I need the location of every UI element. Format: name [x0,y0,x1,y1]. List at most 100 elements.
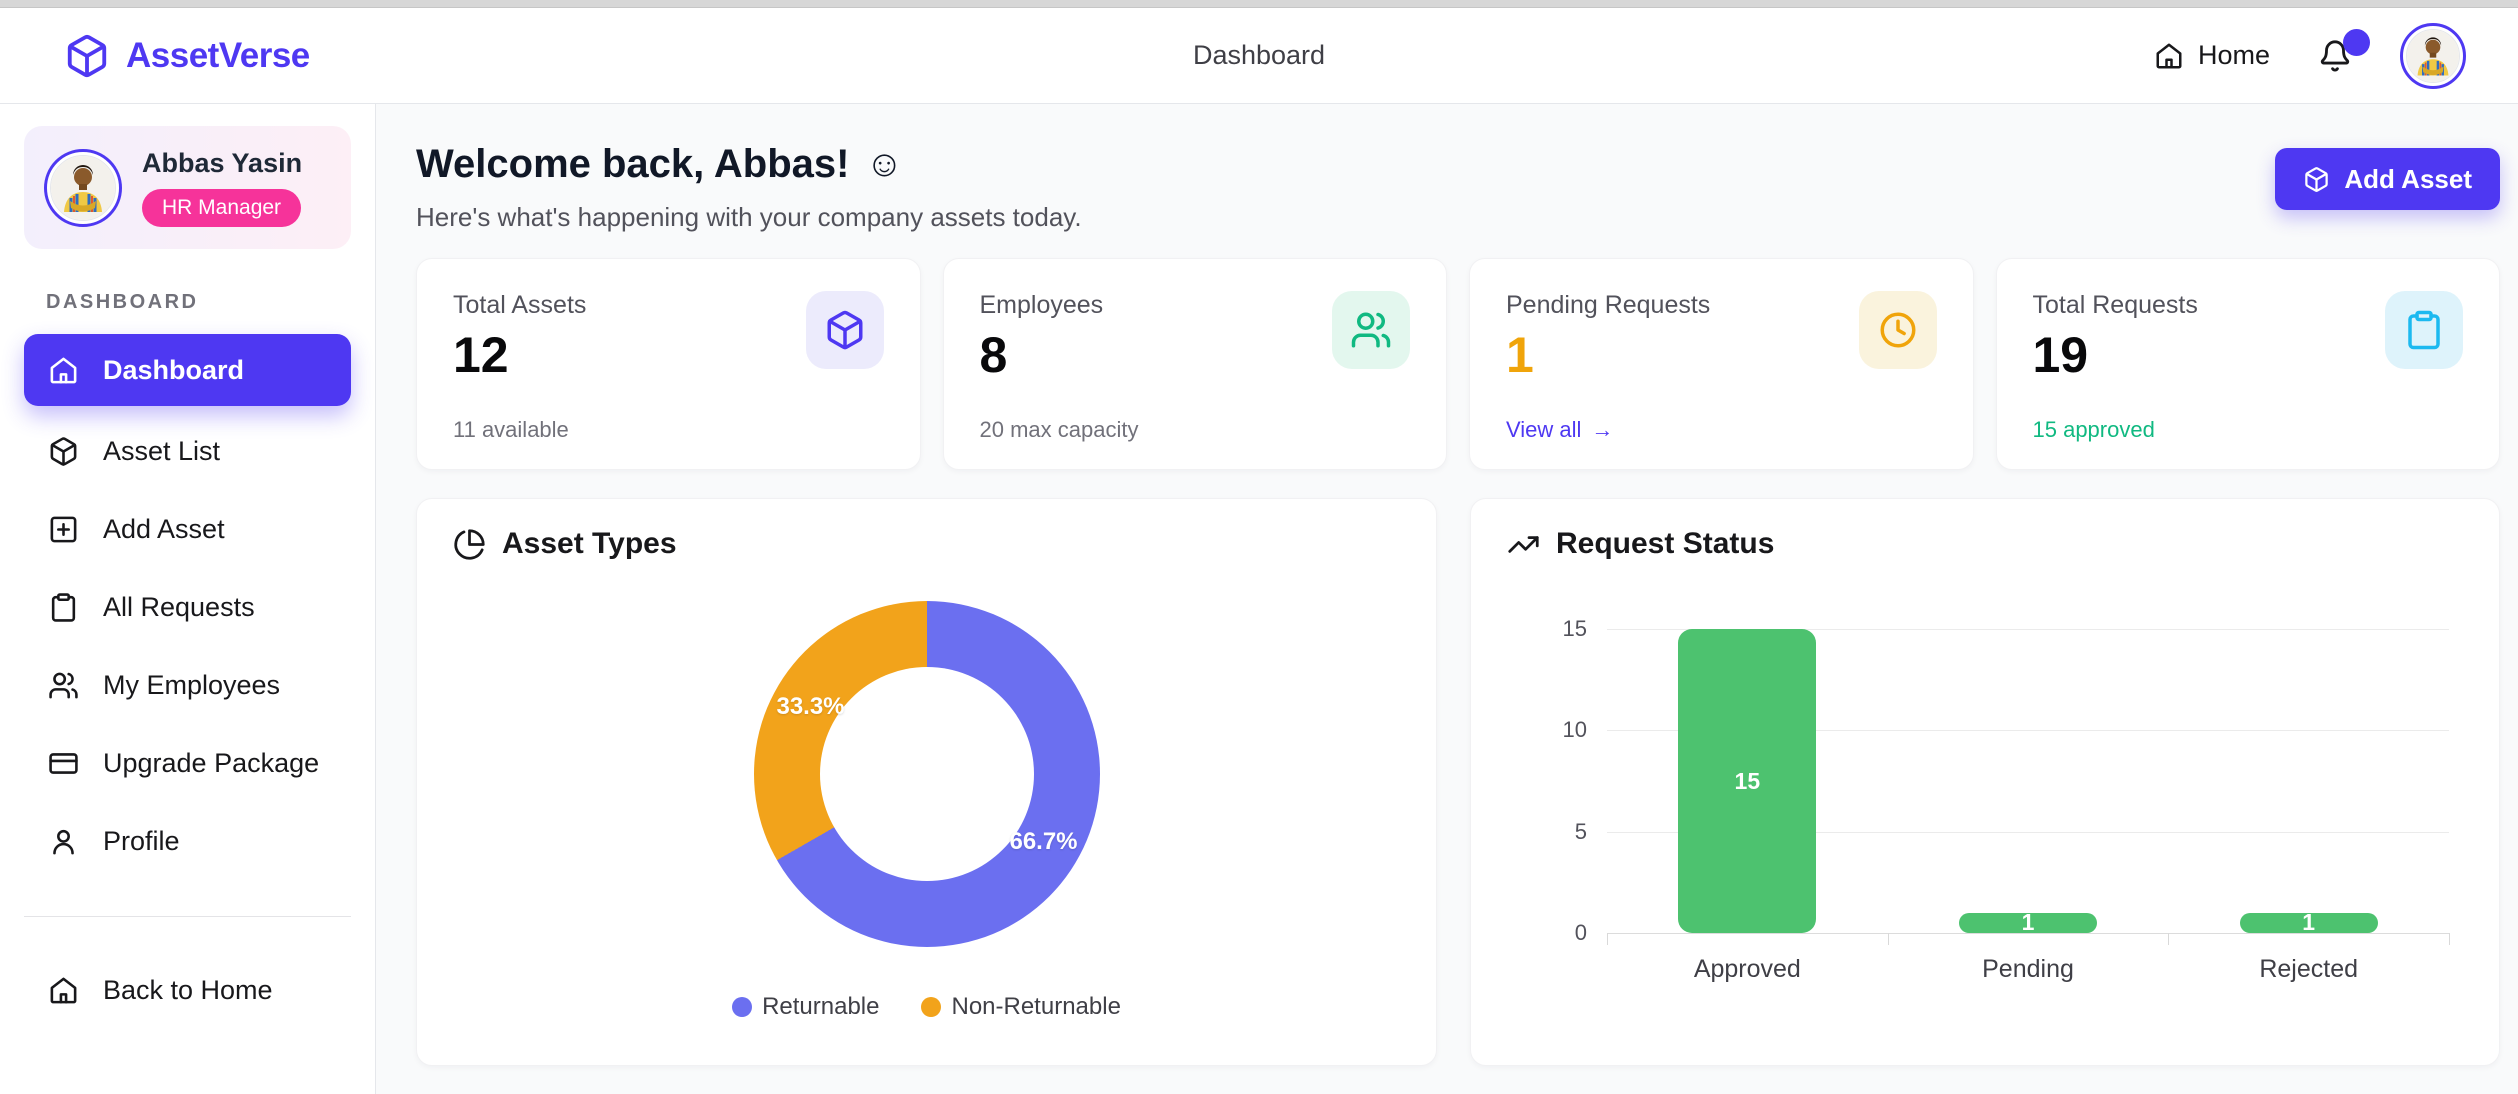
user-name: Abbas Yasin [142,148,303,178]
stat-card-employees: Employees 8 20 max capacity [942,258,1447,470]
stat-footer: 15 approved [2032,417,2155,442]
home-label: Home [2197,40,2270,70]
notifications-button[interactable] [2318,28,2370,73]
sidebar-item-profile[interactable]: Profile [24,808,351,874]
sidebar-item-label: Dashboard [103,354,245,385]
brand-name: AssetVerse [126,35,310,75]
axis-tickmark [2168,933,2170,945]
bell-icon [2318,39,2352,73]
page-title: Dashboard [1192,40,1326,70]
home-link[interactable]: Home [2154,40,2270,71]
legend-item-non-returnable[interactable]: Non-Returnable [921,993,1121,1021]
bar-plot-area: 15 10 5 0 15 [1563,616,2450,945]
sidebar-item-label: Upgrade Package [103,747,320,778]
sidebar-item-my-employees[interactable]: My Employees [24,652,351,718]
role-badge: HR Manager [142,189,302,227]
y-axis-tick: 5 [1574,818,1587,844]
axis-tickmark [1607,933,1608,945]
bar-approved: 15 [1678,629,1817,933]
welcome-row: Welcome back, Abbas! ☺ Here's what's hap… [416,140,2500,234]
stat-value: 8 [979,327,1008,383]
bar-rejected: 1 [2239,909,2378,936]
box-icon [805,291,884,369]
request-status-title: Request Status [1556,527,1775,560]
legend-item-returnable[interactable]: Returnable [732,993,879,1021]
donut-hole [819,667,1034,881]
bars: 15 1 1 [1607,629,2449,936]
charts-row: Asset Types 66.7% 33.3% Returnable [416,498,2500,1066]
sidebar-avatar[interactable] [44,148,122,227]
bar-value-label: 1 [2021,909,2035,936]
box-icon [48,436,79,467]
sidebar-item-asset-list[interactable]: Asset List [24,418,351,484]
notification-dot-badge [2343,28,2370,56]
welcome-title-text: Welcome back, Abbas! [416,142,850,186]
sidebar-item-add-asset[interactable]: Add Asset [24,496,351,562]
welcome-block: Welcome back, Abbas! ☺ Here's what's hap… [416,140,1082,234]
stat-value: 12 [453,327,509,383]
sidebar-user-card: Abbas Yasin HR Manager [24,126,351,249]
gridline: 15 [1563,616,2449,641]
clipboard-icon [48,592,79,623]
request-status-header: Request Status [1507,527,2463,561]
topbar: AssetVerse Dashboard Home [0,8,2518,104]
bar-column-pending: 1 [1888,629,2169,936]
sidebar-user-info: Abbas Yasin HR Manager [142,148,302,227]
asset-types-donut: 66.7% 33.3% [753,601,1100,947]
y-axis-tick: 15 [1562,616,1587,641]
users-icon [48,670,79,701]
trending-up-icon [1507,528,1540,561]
view-all-link[interactable]: View all → [1506,417,1613,443]
legend-dot-returnable [732,997,753,1017]
house-icon [48,975,79,1006]
users-icon [1332,291,1410,369]
bar-pending: 1 [1959,909,2097,936]
stat-value: 19 [2032,327,2089,383]
bar-column-approved: 15 [1607,629,1888,933]
y-axis-tick: 10 [1562,717,1587,743]
stat-card-total-assets: Total Assets 12 11 available [416,258,921,470]
stat-card-total-requests: Total Requests 19 15 approved [1995,258,2500,470]
stat-footer: 11 available [453,417,569,442]
asset-types-title: Asset Types [502,527,677,560]
donut-label-non-returnable: 33.3% [776,693,845,720]
gridline: 5 [1575,819,2449,844]
request-status-bar-chart: 15 10 5 0 15 [1507,616,2450,984]
stats-grid: Total Assets 12 11 available Employees 8… [416,258,2500,470]
credit-card-icon [48,748,79,779]
sidebar-item-label: My Employees [103,669,281,700]
avatar[interactable] [2400,22,2466,89]
brand[interactable]: AssetVerse [64,33,310,79]
box-icon [2303,166,2330,193]
sidebar-item-back-to-home[interactable]: Back to Home [24,957,351,1023]
bar-value-label: 1 [2302,909,2316,936]
sidebar-item-upgrade-package[interactable]: Upgrade Package [24,730,351,796]
sidebar-item-label: Asset List [103,435,221,466]
sidebar-item-label: Back to Home [103,974,273,1005]
sidebar-item-dashboard[interactable]: Dashboard [24,334,351,406]
sidebar-item-label: Add Asset [103,513,225,544]
legend-dot-non-returnable [921,997,942,1017]
window-top-strip [0,0,2518,8]
view-all-label: View all [1506,417,1582,442]
house-icon [48,355,79,386]
stat-label: Pending Requests [1506,291,1711,319]
stat-value: 1 [1506,327,1534,383]
bar-value-label: 15 [1734,767,1761,794]
clock-icon [1858,291,1937,369]
stat-label: Total Requests [2032,291,2198,319]
square-plus-icon [48,514,79,545]
sidebar-item-label: Profile [103,825,180,856]
smiley-emoji: ☺ [865,143,904,184]
asset-types-card: Asset Types 66.7% 33.3% Returnable [416,498,1437,1066]
legend-label: Non-Returnable [951,993,1121,1020]
clipboard-icon [2385,291,2463,369]
y-axis-tick: 0 [1574,920,1587,945]
x-axis-labels: Approved Pending Rejected [1607,955,2449,984]
donut-label-returnable: 66.7% [1009,828,1078,855]
layout: Abbas Yasin HR Manager DASHBOARD Dashboa… [0,104,2518,1094]
add-asset-button[interactable]: Add Asset [2275,148,2500,210]
stat-label: Total Assets [453,291,587,319]
sidebar-section-label: DASHBOARD [46,291,199,313]
sidebar-item-all-requests[interactable]: All Requests [24,574,351,640]
